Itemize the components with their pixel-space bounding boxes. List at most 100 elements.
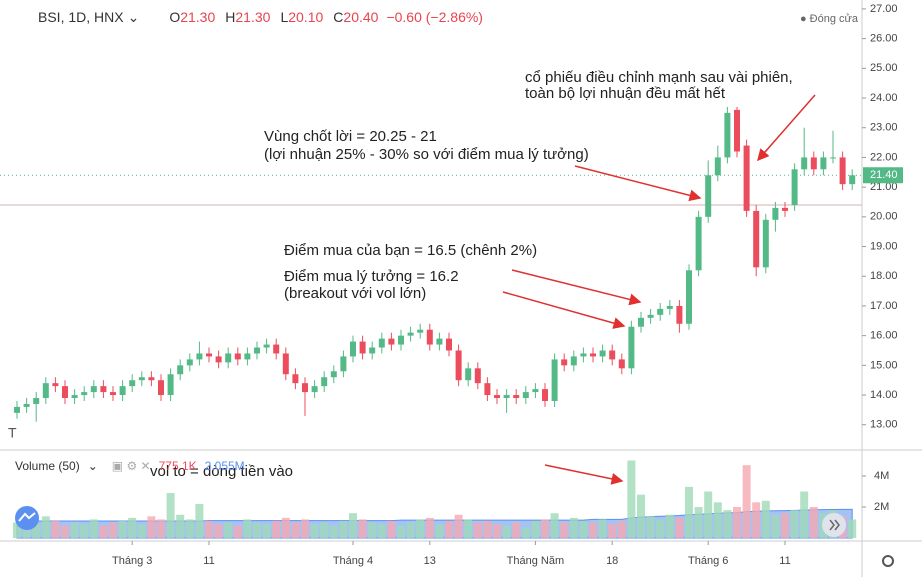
candle-body xyxy=(599,350,606,357)
candle-body xyxy=(244,353,251,360)
volume-bar xyxy=(233,525,242,538)
volume-bar xyxy=(425,517,434,538)
volume-bar xyxy=(13,522,21,538)
candle-body xyxy=(234,353,241,360)
candle-body xyxy=(695,216,702,271)
logo-button[interactable] xyxy=(15,506,39,530)
volume-bar xyxy=(89,519,98,538)
candle-body xyxy=(561,359,568,366)
candle-body xyxy=(369,347,376,354)
legend-header: BSI, 1D, HNX ⌄ O 21.30 H 21.30 L 20.10 C 20.4… xyxy=(38,9,483,25)
volume-bar xyxy=(646,516,655,538)
volume-bar xyxy=(675,517,684,538)
volume-bar xyxy=(742,465,751,538)
candle-body xyxy=(23,403,30,407)
x-tick-label: 18 xyxy=(606,555,618,567)
candle-body xyxy=(724,112,731,158)
candle-body xyxy=(522,392,529,399)
volume-bar xyxy=(483,520,492,538)
ohlc-value: 21.30 xyxy=(180,9,216,25)
candle-body xyxy=(810,157,817,170)
ohlc-key: C xyxy=(333,9,344,25)
ohlc-key: H xyxy=(225,9,236,25)
candle-body xyxy=(378,338,385,348)
annotation: vol to = dòng tiền vào xyxy=(150,463,293,480)
candle-body xyxy=(705,175,712,217)
settings-icon[interactable] xyxy=(882,555,894,567)
volume-bar xyxy=(320,522,329,538)
y-tick-label: 13.00 xyxy=(870,419,898,431)
volume-bar xyxy=(512,522,521,538)
volume-bar xyxy=(397,525,405,538)
candle-body xyxy=(618,359,625,369)
candle-body xyxy=(52,383,59,387)
candle-body xyxy=(503,395,510,399)
volume-bar xyxy=(185,519,194,538)
x-tick-label: Tháng Năm xyxy=(507,555,564,567)
arrow xyxy=(574,165,702,202)
volume-bar xyxy=(243,519,252,538)
volume-bar xyxy=(790,510,799,538)
volume-bar xyxy=(502,525,511,538)
volume-bar xyxy=(704,491,713,538)
volume-bar xyxy=(99,525,108,538)
market-status: ● Đóng cửa xyxy=(799,13,858,25)
volume-bar xyxy=(637,494,645,538)
candle-body xyxy=(580,353,587,357)
candle-body xyxy=(254,347,260,354)
volume-bar xyxy=(377,524,386,538)
volume-bar xyxy=(531,520,540,538)
volume-bar xyxy=(406,522,415,538)
candle-body xyxy=(100,386,107,393)
candle-body xyxy=(71,395,78,399)
candle-body xyxy=(657,308,664,315)
volume-bar xyxy=(752,502,761,538)
volume-bar xyxy=(723,510,732,538)
volume-bar xyxy=(51,520,60,538)
volume-bar xyxy=(521,527,530,538)
candle-body xyxy=(110,392,116,396)
y-tick-label: 26.00 xyxy=(870,33,898,45)
volume-bar xyxy=(262,524,271,538)
candle-body xyxy=(158,380,164,396)
volume-bar xyxy=(329,525,338,538)
volume-bar xyxy=(61,525,69,538)
x-tick-label: 11 xyxy=(203,555,214,567)
candle-body xyxy=(762,219,769,268)
volume-bar xyxy=(349,513,357,538)
volume-bar xyxy=(569,517,578,538)
y-tick-label: 14.00 xyxy=(870,389,898,401)
volume-bar xyxy=(608,524,617,538)
status-text: Đóng cửa xyxy=(809,13,858,25)
candle-body xyxy=(330,371,337,378)
candle-body xyxy=(388,338,395,345)
candle-body xyxy=(791,169,798,205)
x-tick-label: 11 xyxy=(779,555,790,567)
candle-body xyxy=(647,314,654,318)
candle-body xyxy=(42,383,49,399)
last-price-tag xyxy=(863,167,903,184)
volume-bar xyxy=(195,503,204,538)
ohlc-key: L xyxy=(280,9,289,25)
candle-body xyxy=(407,332,414,336)
volume-bar xyxy=(118,520,127,538)
candle-body xyxy=(484,383,491,396)
volume-bar xyxy=(809,507,818,538)
candle-body xyxy=(119,386,126,396)
volume-bar xyxy=(454,514,463,538)
arrow xyxy=(511,269,642,306)
ohlc-value: 20.40 xyxy=(343,9,379,25)
candle-body xyxy=(62,386,68,399)
last-price-label: 21.40 xyxy=(870,169,898,181)
candle-body xyxy=(839,157,846,185)
volume-bar xyxy=(589,522,597,538)
volume-bar xyxy=(339,520,348,538)
candle-body xyxy=(734,109,740,152)
volume-tick-label: 2M xyxy=(874,501,889,513)
candle-body xyxy=(446,338,452,351)
ohlc-value: 20.10 xyxy=(288,9,324,25)
y-tick-label: 22.00 xyxy=(870,151,898,163)
candle-body xyxy=(340,356,347,372)
